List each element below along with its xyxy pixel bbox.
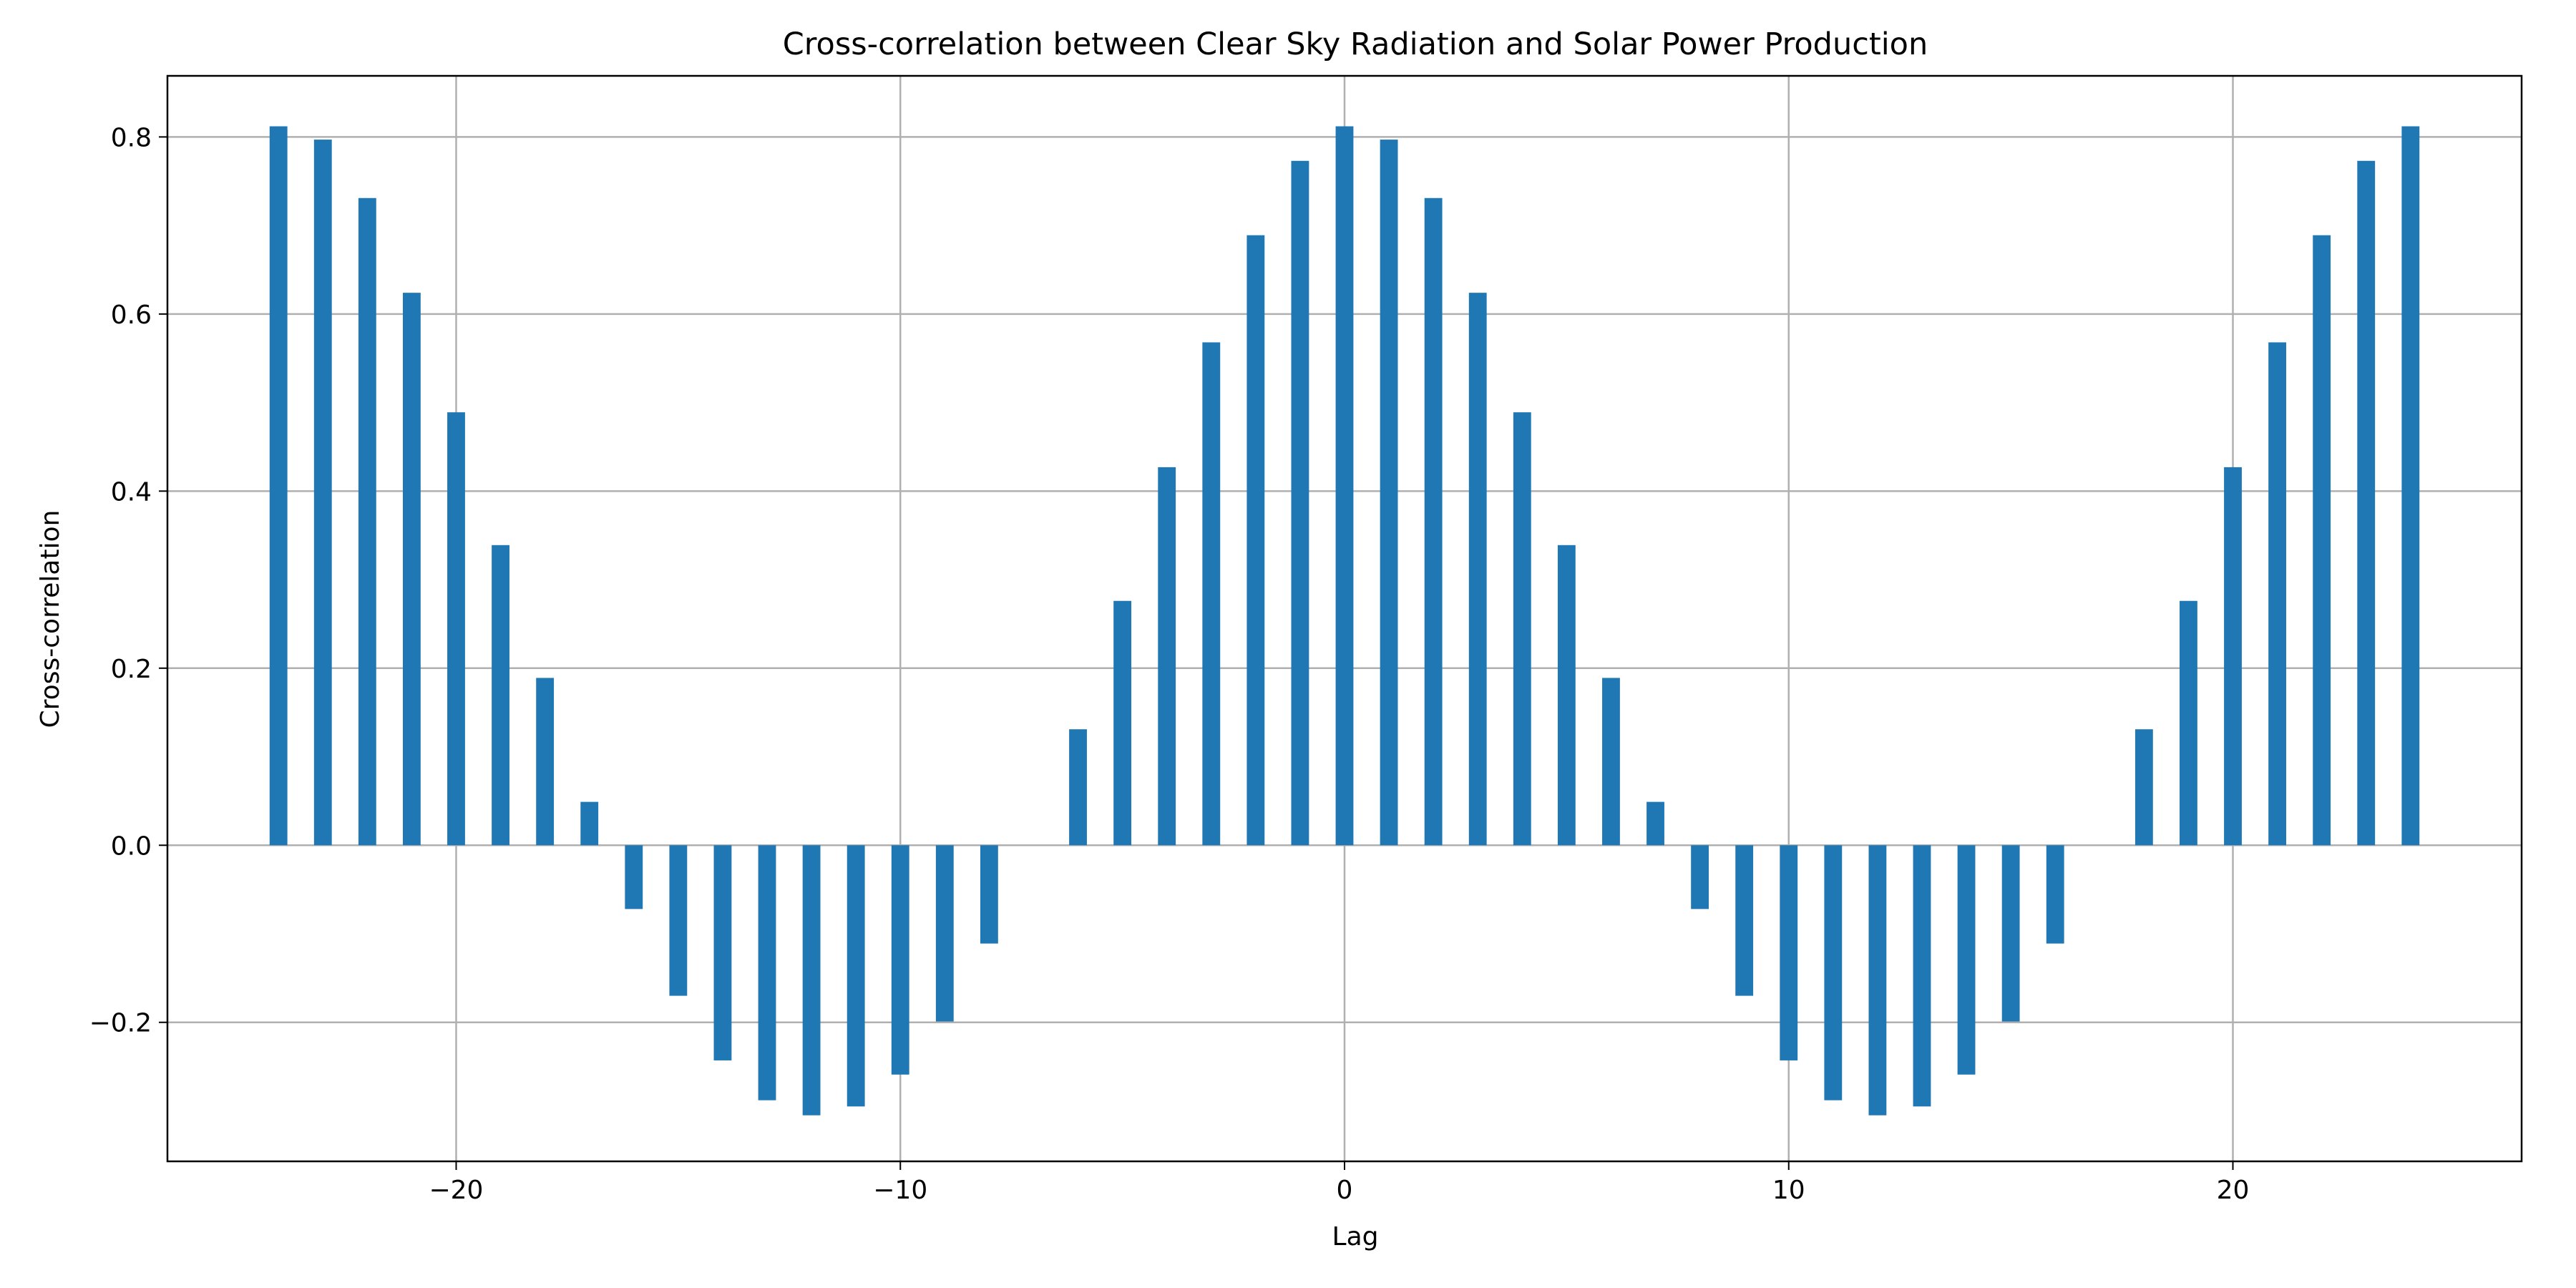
bar-lag-13 [1913, 845, 1931, 1107]
x-tick-label: 0 [1337, 1176, 1353, 1205]
x-tick-label: 20 [2217, 1176, 2250, 1205]
bar-lag-16 [2046, 845, 2064, 944]
bar-lag--10 [891, 845, 909, 1075]
bar-lag-9 [1735, 845, 1754, 996]
bar-lag--19 [492, 545, 509, 846]
bar-lag-24 [2401, 126, 2420, 846]
bar-lag-5 [1557, 545, 1576, 846]
bar-lag--13 [758, 845, 776, 1101]
x-tick-label: −20 [429, 1176, 483, 1205]
bar-lag-10 [1780, 845, 1798, 1060]
bar-lag--9 [935, 845, 954, 1022]
bar-lag-21 [2268, 342, 2286, 846]
x-tick-label: 10 [1772, 1176, 1805, 1205]
bar-lag--4 [1158, 467, 1176, 846]
bar-lag-19 [2180, 600, 2197, 846]
bar-lag-3 [1468, 293, 1487, 846]
bar-lag--14 [713, 845, 732, 1060]
y-tick-label: −0.2 [89, 1009, 152, 1038]
x-tick-label: −10 [873, 1176, 927, 1205]
bar-lag-14 [1957, 845, 1976, 1075]
bar-lag-22 [2313, 235, 2331, 846]
bar-lag--11 [847, 845, 865, 1107]
bar-lag-11 [1824, 845, 1843, 1101]
bar-lag--1 [1291, 160, 1309, 846]
bar-lag--5 [1113, 600, 1132, 846]
bar-lag-8 [1691, 845, 1709, 909]
bar-lag-23 [2357, 160, 2376, 846]
bar-lag-4 [1513, 412, 1531, 846]
x-axis-ticks: −20 −10 0 10 20 [429, 1161, 2249, 1205]
y-tick-label: 0.0 [111, 831, 152, 861]
y-tick-label: 0.6 [111, 301, 152, 330]
bar-lag--18 [536, 678, 555, 846]
bar-lag-18 [2135, 729, 2153, 846]
bar-lag-1 [1380, 140, 1398, 846]
bar-lag--8 [980, 845, 998, 944]
chart-title: Cross-correlation between Clear Sky Radi… [783, 26, 1928, 62]
bar-lag-15 [2001, 845, 2020, 1022]
bar-lag--12 [802, 845, 821, 1116]
y-tick-label: 0.4 [111, 477, 152, 507]
bar-lag-7 [1646, 801, 1664, 846]
y-axis-ticks: −0.2 0.0 0.2 0.4 0.6 0.8 [89, 123, 167, 1038]
bar-lag--16 [625, 845, 643, 909]
bar-lag--24 [269, 126, 288, 846]
bar-lag--20 [447, 412, 465, 846]
bar-lag-2 [1424, 197, 1443, 846]
bar-lag--23 [313, 140, 332, 846]
bar-lag-0 [1335, 126, 1354, 846]
bar-lag--17 [580, 801, 599, 846]
bar-lag--15 [669, 845, 688, 996]
bar-lag--22 [358, 197, 376, 846]
bar-lag--3 [1202, 342, 1221, 846]
y-tick-label: 0.2 [111, 655, 152, 684]
y-axis-label: Cross-correlation [36, 510, 65, 728]
bar-lag-6 [1602, 678, 1620, 846]
bars [269, 126, 2420, 1116]
y-tick-label: 0.8 [111, 123, 152, 152]
bar-lag--6 [1069, 729, 1087, 846]
bar-lag-20 [2224, 467, 2242, 846]
x-axis-label: Lag [1332, 1222, 1379, 1252]
bar-lag--2 [1246, 235, 1265, 846]
bar-lag--21 [403, 293, 421, 846]
bar-lag-12 [1868, 845, 1887, 1116]
